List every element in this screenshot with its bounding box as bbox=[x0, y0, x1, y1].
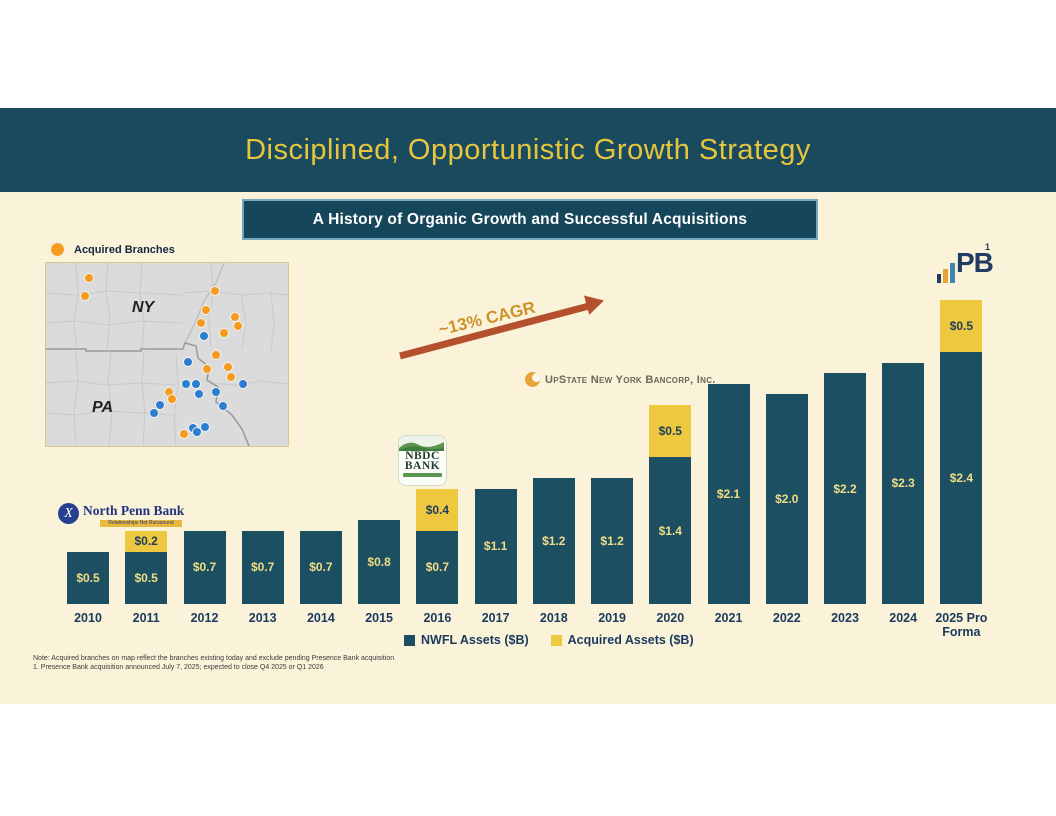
pb-logo-bar-icon bbox=[950, 263, 955, 283]
footnote-reference: 1 bbox=[985, 242, 991, 252]
branch-dot bbox=[200, 422, 210, 432]
branch-dot bbox=[149, 408, 159, 418]
nbdc-line2: BANK bbox=[404, 460, 441, 472]
nbdc-bank-logo: NBDC BANK bbox=[398, 435, 447, 486]
nbdc-tagline-strip bbox=[402, 473, 443, 477]
legend-label-acquired: Acquired Assets ($B) bbox=[567, 633, 694, 647]
acquired-branch-dot bbox=[226, 372, 236, 382]
branch-map: NY PA bbox=[45, 262, 289, 447]
footnotes: Note: Acquired branches on map reflect t… bbox=[33, 655, 394, 672]
acquired-branch-dot bbox=[219, 328, 229, 338]
acquired-branch-dot bbox=[223, 362, 233, 372]
upstate-circle-icon bbox=[525, 372, 540, 387]
acquired-branch-dot bbox=[210, 286, 220, 296]
branch-dot bbox=[181, 379, 191, 389]
branch-dot bbox=[192, 427, 202, 437]
map-legend: Acquired Branches bbox=[50, 242, 175, 257]
acquired-branch-dot bbox=[196, 318, 206, 328]
branch-dot bbox=[199, 331, 209, 341]
north-penn-name: North Penn Bank bbox=[83, 503, 185, 518]
title-bar: Disciplined, Opportunistic Growth Strate… bbox=[0, 108, 1056, 192]
legend-label-nwfl: NWFL Assets ($B) bbox=[421, 633, 529, 647]
north-penn-monogram-icon: X bbox=[58, 503, 79, 524]
subtitle-banner: A History of Organic Growth and Successf… bbox=[242, 199, 818, 240]
branch-dot bbox=[211, 387, 221, 397]
legend-item-acquired: Acquired Assets ($B) bbox=[550, 633, 694, 647]
upstate-bancorp-logo: UpState New York Bancorp, Inc. bbox=[525, 372, 716, 387]
acquired-branch-dot bbox=[211, 350, 221, 360]
nbdc-hills-icon bbox=[399, 436, 444, 451]
upstate-name: UpState New York Bancorp, Inc. bbox=[545, 373, 716, 386]
acquired-branch-dot bbox=[202, 364, 212, 374]
map-label-pa: PA bbox=[92, 399, 114, 416]
north-penn-tagline: Relationships Not Runaround bbox=[100, 520, 182, 527]
branch-dot bbox=[238, 379, 248, 389]
acquired-branch-dot bbox=[179, 429, 189, 439]
chart-legend: NWFL Assets ($B) Acquired Assets ($B) bbox=[404, 633, 694, 647]
nwfl-swatch-icon bbox=[404, 634, 415, 646]
branch-dot bbox=[183, 357, 193, 367]
acquired-branch-dot bbox=[80, 291, 90, 301]
cagr-arrow-icon bbox=[399, 295, 604, 360]
branch-dot bbox=[155, 400, 165, 410]
pb-logo-bar-icon bbox=[943, 269, 948, 283]
subtitle-text: A History of Organic Growth and Successf… bbox=[312, 210, 748, 228]
page-title: Disciplined, Opportunistic Growth Strate… bbox=[245, 134, 811, 166]
footnote-1: 1. Presence Bank acquisition announced J… bbox=[33, 663, 324, 671]
branch-dot bbox=[218, 401, 228, 411]
nbdc-line1: NBDC bbox=[405, 450, 440, 462]
branch-dot bbox=[191, 379, 201, 389]
acquired-branch-dot bbox=[233, 321, 243, 331]
acquired-branches-dot-icon bbox=[50, 242, 65, 257]
acquired-swatch-icon bbox=[550, 634, 562, 646]
north-penn-bank-logo: X North Penn Bank Relationships Not Runa… bbox=[53, 500, 185, 532]
acquired-branch-dot bbox=[167, 394, 177, 404]
legend-item-nwfl: NWFL Assets ($B) bbox=[404, 633, 529, 647]
acquired-branch-dot bbox=[201, 305, 211, 315]
pb-logo-bar-icon bbox=[937, 274, 941, 283]
pb-logo-text: PB bbox=[956, 247, 994, 278]
pb-brand-logo: PB 1 bbox=[935, 242, 997, 287]
footnote-note: Note: Acquired branches on map reflect t… bbox=[33, 655, 395, 662]
map-legend-label: Acquired Branches bbox=[74, 243, 175, 256]
acquired-branch-dot bbox=[84, 273, 94, 283]
branch-dot bbox=[194, 389, 204, 399]
map-label-ny: NY bbox=[132, 299, 155, 316]
